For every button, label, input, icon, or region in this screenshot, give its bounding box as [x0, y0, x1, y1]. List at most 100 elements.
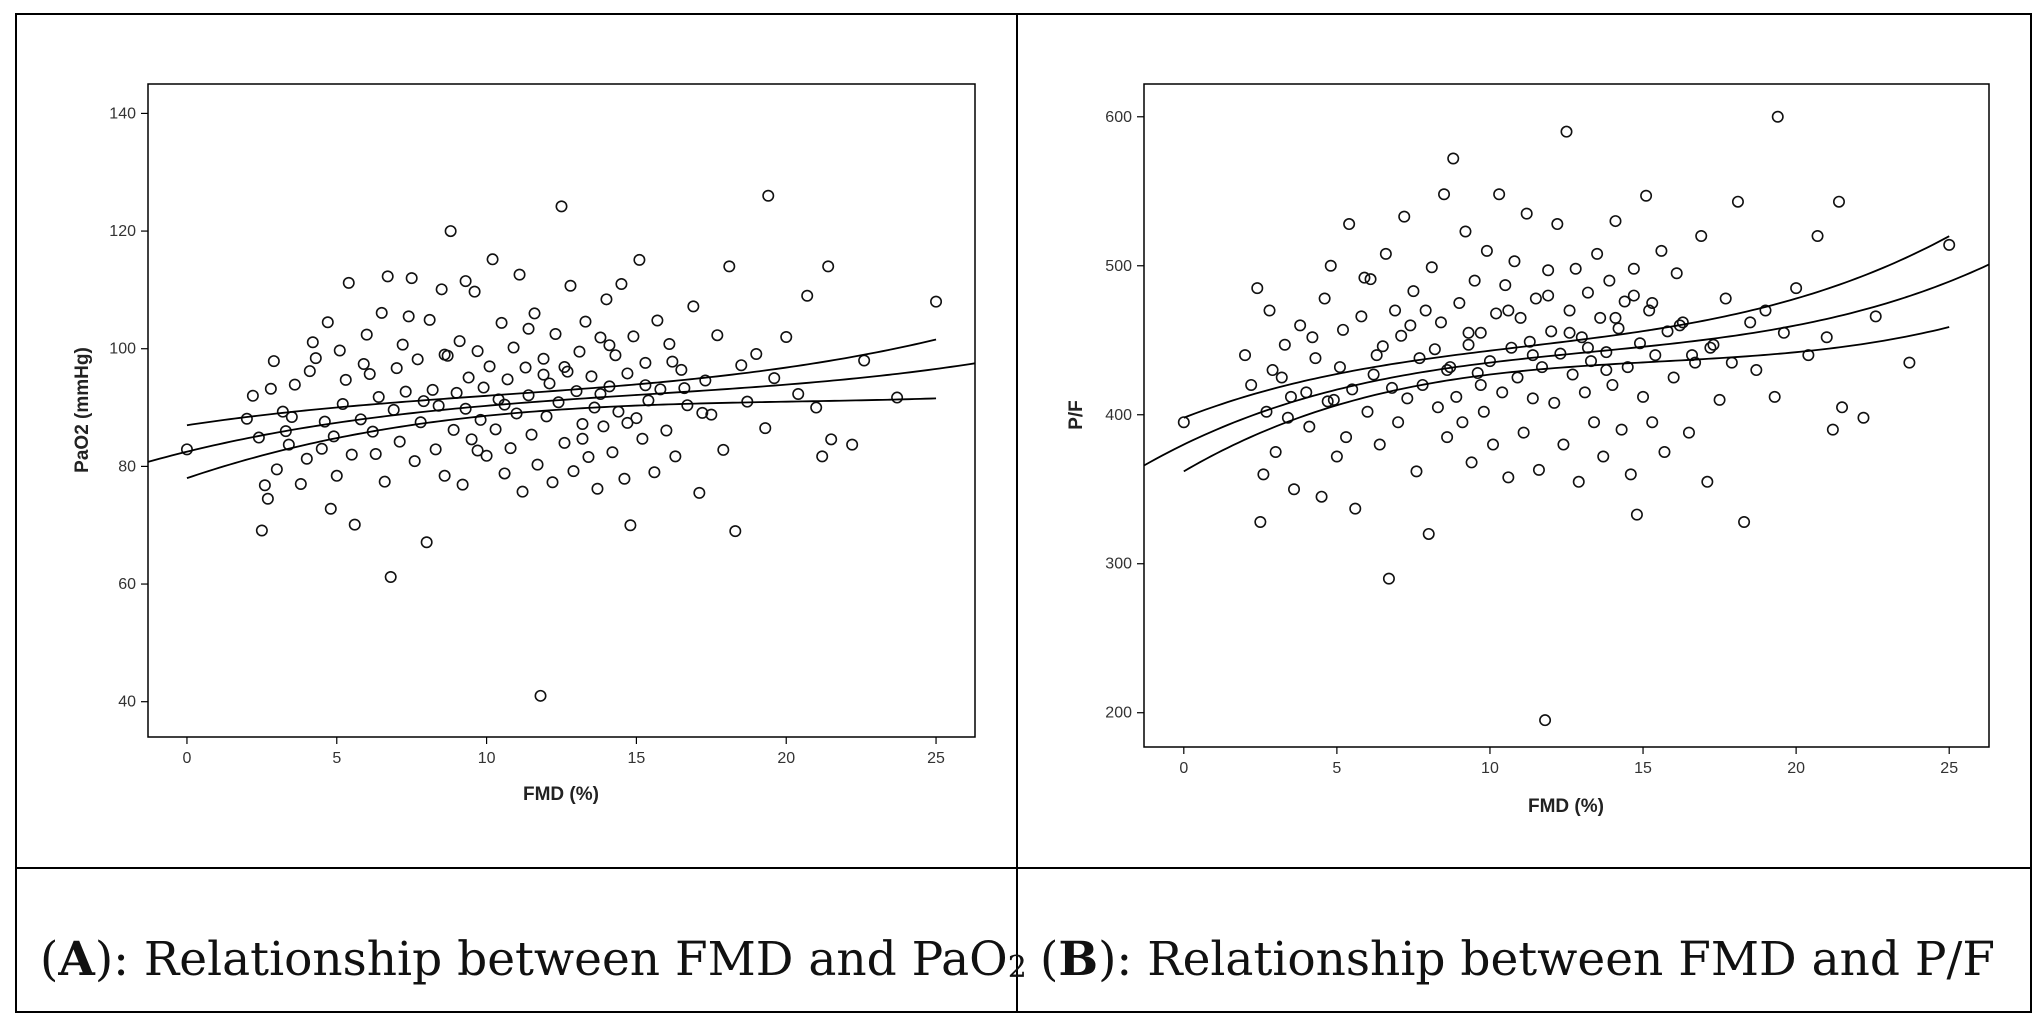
- chart-a-data-point: [567, 465, 580, 478]
- chart-a-data-point: [384, 570, 397, 583]
- chart-a-data-point: [846, 438, 859, 451]
- chart-a-data-point: [369, 448, 382, 461]
- chart-a-data-point: [429, 443, 442, 456]
- chart-a-data-point: [360, 328, 373, 341]
- chart-b-data-point: [1456, 416, 1469, 429]
- chart-b-data-point: [1520, 207, 1533, 220]
- chart-a-data-point: [303, 365, 316, 378]
- chart-a-data-point: [471, 444, 484, 457]
- chart-b-data-point: [1306, 331, 1319, 344]
- chart-a-data-point: [444, 225, 457, 238]
- chart-a-data-point: [606, 446, 619, 459]
- chart-b-data-point: [1493, 188, 1506, 201]
- chart-b-data-point: [1581, 286, 1594, 299]
- caption-a-letter: A: [57, 932, 95, 987]
- chart-a-data-point: [699, 374, 712, 387]
- chart-a-xlabel: FMD (%): [523, 784, 599, 805]
- chart-b-data-point: [1563, 304, 1576, 317]
- chart-a-data-point: [318, 415, 331, 428]
- chart-b-data-point: [1275, 371, 1288, 384]
- chart-b-data-point: [1676, 316, 1689, 329]
- chart-a-data-point: [759, 422, 772, 435]
- chart-b-data-point: [1343, 218, 1356, 231]
- chart-b-data-point: [1529, 292, 1542, 305]
- chart-b-data-point: [1517, 426, 1530, 439]
- chart-a-data-point: [549, 328, 562, 341]
- chart-b-data-point: [1667, 371, 1680, 384]
- chart-b-data-point: [1465, 456, 1478, 469]
- chart-a-data-point: [423, 313, 436, 326]
- chart-b-data-point: [1670, 267, 1683, 280]
- chart-a-ytick-label: 80: [118, 458, 136, 475]
- chart-a-data-point: [636, 432, 649, 445]
- chart-a-data-point: [372, 390, 385, 403]
- chart-b-data-point: [1826, 423, 1839, 436]
- chart-b-data-point: [1526, 349, 1539, 362]
- chart-a-data-point: [333, 344, 346, 357]
- chart-a-data-point: [816, 450, 829, 463]
- chart-a-data-point: [471, 345, 484, 358]
- chart-a-fit-curves: [147, 338, 976, 480]
- chart-b-data-point: [1278, 338, 1291, 351]
- chart-a-data-point: [246, 389, 259, 402]
- chart-a-data-point: [621, 416, 634, 429]
- chart-b-data-point: [1333, 361, 1346, 374]
- chart-b-data-point: [1480, 244, 1493, 257]
- chart-b-data-point: [1820, 331, 1833, 344]
- chart-b-data-point: [1309, 352, 1322, 365]
- chart-b-data-point: [1349, 502, 1362, 515]
- chart-b-ytick-label: 500: [1105, 258, 1132, 275]
- chart-a-data-point: [504, 442, 517, 455]
- chart-a-xtick-label: 25: [927, 750, 945, 767]
- chart-a-ci-lower: [186, 397, 937, 480]
- chart-b-data-point: [1499, 279, 1512, 292]
- chart-a-data-point: [621, 367, 634, 380]
- chart-b-data-point: [1425, 261, 1438, 274]
- chart-a-data-point: [609, 349, 622, 362]
- chart-b-data-point: [1615, 423, 1628, 436]
- chart-a-data-point: [363, 368, 376, 381]
- chart-b-data-point: [1643, 304, 1656, 317]
- chart-b-data-point: [1624, 468, 1637, 481]
- chart-a-data-point: [633, 253, 646, 266]
- chart-b-data-point: [1422, 527, 1435, 540]
- chart-b-data-point: [1759, 304, 1772, 317]
- chart-b-xtick-label: 15: [1634, 760, 1652, 777]
- chart-b-data-point: [1557, 438, 1570, 451]
- chart-b-data-point: [1487, 438, 1500, 451]
- chart-b-data-point: [1750, 364, 1763, 377]
- chart-a-data-point: [339, 373, 352, 386]
- chart-b-data-point: [1627, 289, 1640, 302]
- chart-b-data-point: [1627, 262, 1640, 275]
- chart-b-data-point: [1682, 426, 1695, 439]
- chart-a-data-point: [762, 189, 775, 202]
- chart-a-data-point: [480, 449, 493, 462]
- chart-b-data-point: [1649, 349, 1662, 362]
- chart-a-data-point: [435, 283, 448, 296]
- chart-a-data-point: [579, 315, 592, 328]
- chart-a-data-point: [264, 382, 277, 395]
- caption-b-letter: B: [1058, 932, 1098, 987]
- chart-a-data-point: [411, 353, 424, 366]
- chart-a-data-point: [288, 378, 301, 391]
- chart-a-data-point: [270, 463, 283, 476]
- chart-b-data-point: [1392, 416, 1405, 429]
- chart-a-data-point: [792, 388, 805, 401]
- chart-a-data-point: [564, 279, 577, 292]
- chart-b-xtick-label: 5: [1332, 760, 1341, 777]
- chart-a-data-point: [483, 360, 496, 373]
- chart-b-data-point: [1545, 325, 1558, 338]
- chart-a-data-point: [558, 436, 571, 449]
- chart-b-data-point: [1379, 247, 1392, 260]
- chart-b-data-point: [1560, 125, 1573, 138]
- chart-a-data-point: [255, 524, 268, 537]
- chart-a-data-point: [729, 525, 742, 538]
- chart-a-data-point: [810, 401, 823, 414]
- chart-b-data-point: [1609, 311, 1622, 324]
- chart-b-data-point: [1251, 282, 1264, 295]
- chart-b-data-point: [1569, 262, 1582, 275]
- chart-a-data-point: [522, 389, 535, 402]
- chart-a-data-point: [501, 373, 514, 386]
- chart-b-data-point: [1640, 189, 1653, 202]
- chart-b-data-point: [1358, 271, 1371, 284]
